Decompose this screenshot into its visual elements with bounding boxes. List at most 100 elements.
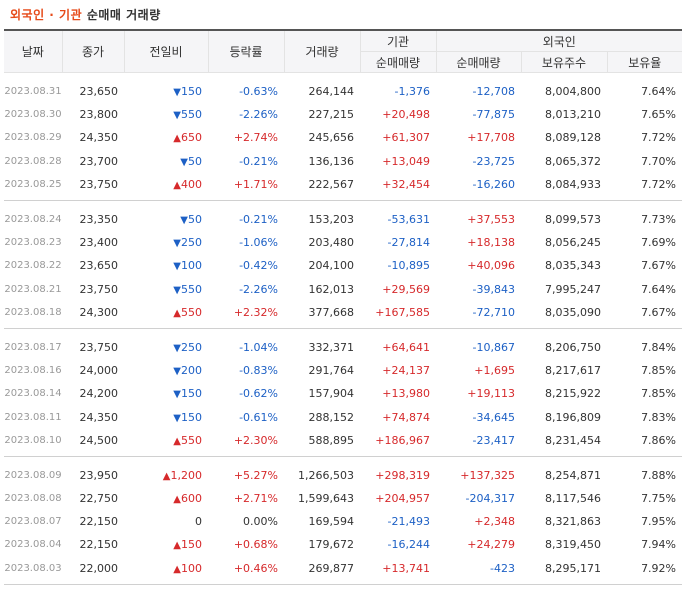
cell-foreign-net: -10,867: [472, 340, 515, 354]
up-triangle-icon: ▲: [173, 435, 181, 447]
cell-change-value: 150: [181, 410, 202, 424]
cell-change: 0: [124, 510, 208, 533]
cell-close: 23,650: [79, 85, 119, 99]
cell-holdings: 8,004,800: [545, 85, 601, 99]
down-triangle-icon: ▼: [180, 156, 188, 168]
up-triangle-icon: ▲: [173, 563, 181, 575]
cell-inst-net: +20,498: [382, 108, 430, 122]
cell-change-value: 400: [181, 177, 202, 191]
cell-volume: 1,266,503: [298, 468, 354, 482]
cell-change-value: 600: [181, 492, 202, 506]
cell-change: ▼ 200: [124, 359, 208, 382]
cell-change-value: 150: [181, 538, 202, 552]
cell-holdings: 8,099,573: [545, 213, 601, 227]
cell-date: 2023.08.29: [4, 132, 62, 144]
cell-date: 2023.08.04: [4, 539, 62, 551]
cell-rate: -0.21%: [239, 213, 278, 227]
cell-holdings: 8,295,171: [545, 561, 601, 575]
down-triangle-icon: ▼: [173, 342, 181, 354]
cell-date: 2023.08.11: [4, 411, 62, 423]
cell-inst-net: +13,980: [382, 387, 430, 401]
cell-rate: +5.27%: [233, 468, 278, 482]
cell-ratio: 7.75%: [641, 492, 677, 506]
header-foreign-net: 순매매량: [436, 51, 522, 73]
table-row: 2023.08.30 23,800 ▼ 550 -2.26% 227,215 +20,49…: [4, 103, 682, 126]
cell-foreign-net: +137,325: [460, 468, 515, 482]
cell-foreign-net: -23,417: [472, 433, 515, 447]
cell-foreign-net: -77,875: [472, 108, 515, 122]
up-triangle-icon: ▲: [173, 307, 181, 319]
cell-ratio: 7.84%: [641, 340, 677, 354]
cell-rate: +2.32%: [233, 305, 278, 319]
down-triangle-icon: ▼: [173, 412, 181, 424]
cell-volume: 264,144: [308, 85, 355, 99]
table-row: 2023.08.24 23,350 ▼ 50 -0.21% 153,203 -53,631…: [4, 208, 682, 231]
cell-close: 22,000: [79, 561, 119, 575]
cell-change: ▲ 650: [124, 126, 208, 149]
cell-ratio: 7.67%: [641, 305, 677, 319]
cell-inst-net: -10,895: [387, 259, 430, 273]
table-row: 2023.08.04 22,150 ▲ 150 +0.68% 179,672 -16,24…: [4, 533, 682, 556]
cell-holdings: 8,089,128: [545, 131, 601, 145]
cell-holdings: 8,035,090: [545, 305, 601, 319]
cell-volume: 136,136: [308, 154, 355, 168]
cell-date: 2023.08.28: [4, 155, 62, 167]
cell-holdings: 8,217,617: [545, 364, 601, 378]
cell-foreign-net: +24,279: [467, 538, 515, 552]
cell-change-value: 250: [181, 236, 202, 250]
cell-volume: 162,013: [308, 282, 355, 296]
table-row: 2023.08.23 23,400 ▼ 250 -1.06% 203,480 -27,81…: [4, 231, 682, 254]
cell-foreign-net: -34,645: [472, 410, 515, 424]
header-close: 종가: [62, 29, 125, 73]
cell-close: 22,150: [79, 515, 119, 529]
section-title-highlight: 외국인 · 기관: [10, 8, 83, 22]
cell-date: 2023.08.30: [4, 109, 62, 121]
cell-close: 24,300: [79, 305, 119, 319]
cell-change-value: 250: [181, 340, 202, 354]
down-triangle-icon: ▼: [173, 366, 181, 378]
down-triangle-icon: ▼: [173, 261, 181, 273]
cell-rate: +2.74%: [233, 131, 278, 145]
table-row: 2023.08.29 24,350 ▲ 650 +2.74% 245,656 +61,30…: [4, 126, 682, 149]
table-row: 2023.08.28 23,700 ▼ 50 -0.21% 136,136 +13,049…: [4, 150, 682, 173]
cell-inst-net: +186,967: [375, 433, 430, 447]
table-body: 2023.08.31 23,650 ▼ 150 -0.63% 264,144 -1,376…: [4, 73, 683, 585]
cell-holdings: 8,013,210: [545, 108, 601, 122]
cell-holdings: 8,206,750: [545, 340, 601, 354]
cell-holdings: 7,995,247: [545, 282, 601, 296]
cell-holdings: 8,035,343: [545, 259, 601, 273]
header-ratio: 보유율: [607, 51, 683, 73]
up-triangle-icon: ▲: [173, 179, 181, 191]
cell-volume: 291,764: [308, 364, 355, 378]
cell-volume: 332,371: [308, 340, 355, 354]
cell-close: 22,150: [79, 538, 119, 552]
cell-inst-net: +74,874: [382, 410, 430, 424]
cell-holdings: 8,319,450: [545, 538, 601, 552]
cell-change-value: 150: [181, 387, 202, 401]
cell-inst-net: +64,641: [382, 340, 430, 354]
cell-inst-net: +13,741: [382, 561, 430, 575]
cell-close: 23,750: [79, 282, 119, 296]
header-institution: 기관: [360, 29, 437, 52]
cell-close: 23,750: [79, 177, 119, 191]
cell-close: 24,500: [79, 433, 119, 447]
cell-change: ▲ 550: [124, 301, 208, 324]
cell-change: ▲ 100: [124, 557, 208, 580]
cell-rate: -0.42%: [239, 259, 278, 273]
cell-change-value: 550: [181, 305, 202, 319]
cell-rate: -0.62%: [239, 387, 278, 401]
header-date: 날짜: [4, 29, 63, 73]
cell-ratio: 7.88%: [641, 468, 677, 482]
cell-volume: 269,877: [308, 561, 355, 575]
down-triangle-icon: ▼: [173, 238, 181, 250]
cell-rate: -0.61%: [239, 410, 278, 424]
table-row: 2023.08.03 22,000 ▲ 100 +0.46% 269,877 +13,74…: [4, 557, 682, 580]
cell-change: ▲ 550: [124, 429, 208, 452]
cell-inst-net: +298,319: [375, 468, 430, 482]
header-holdings: 보유주수: [521, 51, 608, 73]
section-title: 외국인 · 기관 순매매 거래량: [10, 6, 161, 23]
cell-ratio: 7.64%: [641, 85, 677, 99]
table-row: 2023.08.25 23,750 ▲ 400 +1.71% 222,567 +32,45…: [4, 173, 682, 196]
table-row: 2023.08.18 24,300 ▲ 550 +2.32% 377,668 +167,5…: [4, 301, 682, 324]
cell-holdings: 8,084,933: [545, 177, 601, 191]
